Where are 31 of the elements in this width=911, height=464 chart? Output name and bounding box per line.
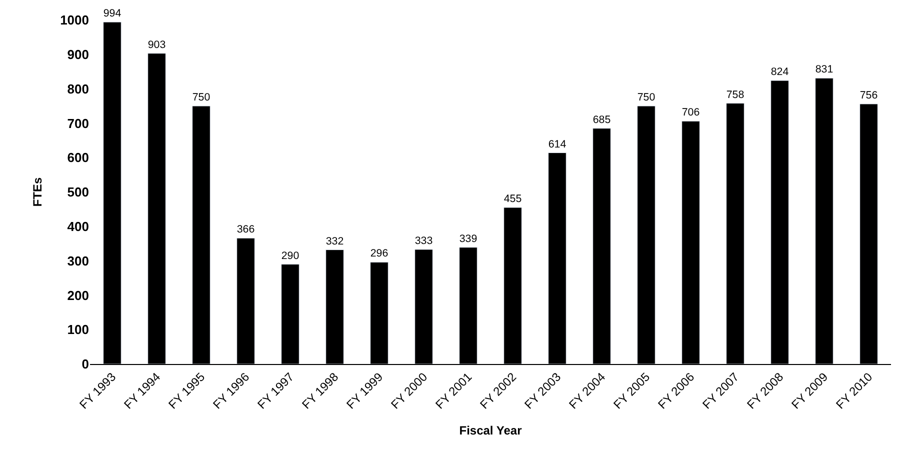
data-label: 685 — [592, 114, 611, 126]
y-axis-title: FTEs — [30, 177, 44, 207]
data-label: 824 — [770, 66, 789, 78]
data-label: 339 — [459, 232, 478, 245]
data-label: 994 — [103, 8, 122, 20]
data-label: 366 — [236, 224, 255, 236]
y-tick-label: 0 — [82, 356, 89, 372]
data-label: 455 — [504, 193, 522, 206]
y-tick-label: 300 — [67, 253, 89, 268]
y-tick-label: 100 — [67, 322, 89, 338]
y-tick-label: 600 — [67, 150, 89, 166]
y-tick-label: 900 — [67, 46, 89, 62]
y-tick-label: 500 — [67, 184, 89, 200]
y-tick-label: 400 — [67, 218, 89, 234]
y-tick-label: 700 — [67, 116, 89, 131]
y-tick-label: 800 — [67, 81, 89, 96]
data-label: 758 — [726, 88, 744, 101]
data-label: 706 — [682, 106, 700, 119]
data-label: 903 — [148, 38, 166, 51]
data-label: 332 — [326, 235, 344, 248]
data-label: 333 — [414, 234, 433, 247]
data-label: 756 — [860, 89, 878, 102]
data-label: 831 — [815, 64, 834, 76]
y-tick-label: 1000 — [60, 12, 89, 28]
data-label: 290 — [281, 250, 300, 262]
data-label: 750 — [192, 92, 210, 104]
y-tick-label: 200 — [67, 288, 89, 303]
data-label: 614 — [548, 138, 566, 150]
data-label: 296 — [370, 248, 388, 260]
x-axis-title: Fiscal Year — [459, 424, 522, 438]
data-label: 750 — [637, 92, 656, 104]
